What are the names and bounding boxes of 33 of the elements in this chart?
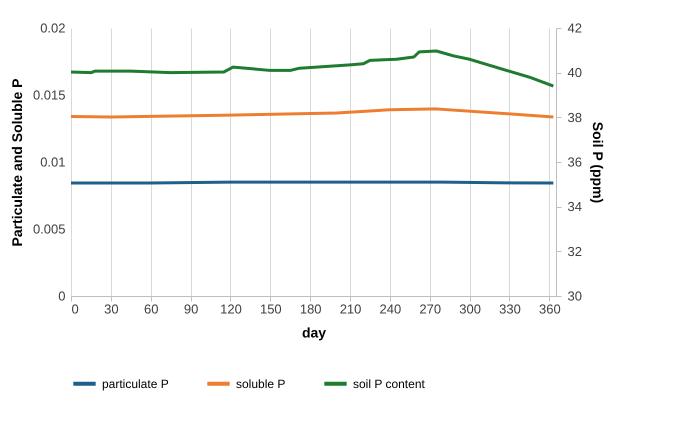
y-tick-label: 0.005 (32, 222, 66, 236)
y2-tick-label: 38 (568, 110, 582, 125)
x-tick-label: 150 (260, 302, 282, 316)
x-tick-label: 180 (300, 302, 322, 316)
y-tick-label: 0.02 (40, 20, 66, 36)
y2-tick-label: 34 (568, 199, 582, 214)
x-tick-label: 210 (340, 302, 362, 316)
x-tick-label: 120 (220, 302, 242, 316)
x-tick-label: 30 (104, 302, 119, 316)
x-tick-label: 270 (419, 302, 442, 316)
x-tick-label: 240 (380, 302, 402, 316)
y2-tick-label: 40 (568, 65, 582, 80)
x-tick-label: 60 (144, 302, 158, 316)
y-tick-label: 0 (58, 288, 66, 304)
legend-label: particulate P (102, 376, 169, 391)
x-tick-label: 360 (539, 302, 561, 316)
y-tick-label: 0.01 (40, 154, 66, 170)
x-tick-label: 300 (459, 302, 481, 316)
y2-tick-label: 30 (568, 288, 582, 304)
x-tick-label: 0 (72, 302, 79, 316)
x-axis-title: day (302, 324, 326, 340)
y2-axis-title: Soil P (ppm) (590, 122, 606, 204)
line-series (70, 50, 555, 88)
line-series (70, 107, 555, 118)
y2-tick-label: 32 (568, 244, 582, 259)
y2-tick-label: 36 (568, 154, 582, 170)
y2-tick-label: 42 (568, 20, 582, 36)
legend-label: soil P content (353, 376, 426, 391)
y-tick-label: 0.015 (32, 88, 66, 102)
legend-label: soluble P (236, 376, 286, 391)
y-axis-title: Particulate and Soluble P (8, 78, 25, 247)
x-tick-label: 330 (499, 302, 521, 316)
x-tick-label: 90 (184, 302, 198, 316)
